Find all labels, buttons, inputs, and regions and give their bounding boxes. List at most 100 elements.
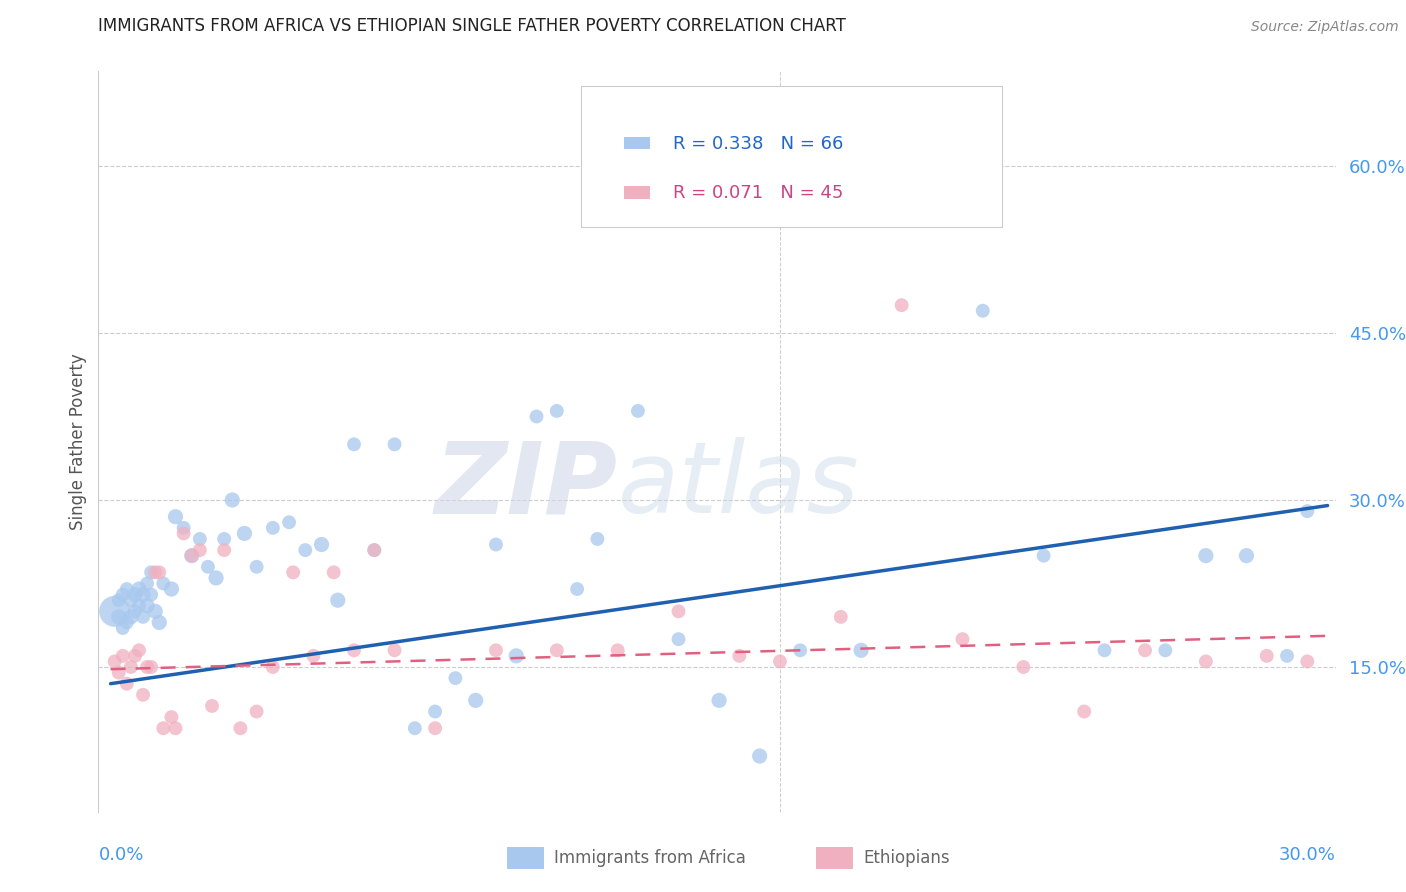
Point [1296,504,1319,518]
Point [1073,705,1095,719]
Text: 30.0%: 30.0% [1279,846,1336,863]
Point [668,632,690,647]
Point [212,532,235,546]
Point [707,693,730,707]
Text: Source: ZipAtlas.com: Source: ZipAtlas.com [1251,21,1399,34]
Text: ZIP: ZIP [434,437,619,534]
Point [221,493,243,508]
Point [107,593,129,607]
Point [141,566,163,580]
Point [1012,660,1035,674]
Point [128,582,150,596]
Point [128,599,150,613]
Point [115,676,138,690]
Point [205,571,228,585]
Point [160,710,183,724]
Point [132,588,155,602]
Point [322,566,344,580]
Point [1094,643,1116,657]
Point [464,693,486,707]
Point [302,648,325,663]
Text: Immigrants from Africa: Immigrants from Africa [554,848,745,867]
Point [111,588,134,602]
Point [124,588,146,602]
Point [124,648,146,663]
Point [294,543,316,558]
Point [107,665,129,680]
Point [278,515,301,529]
Point [748,749,770,764]
Point [107,610,129,624]
Point [627,404,650,418]
Point [136,660,159,674]
Point [363,543,385,558]
Point [404,721,426,735]
Point [1133,643,1156,657]
Point [526,409,548,424]
Point [952,632,974,647]
Point [246,705,269,719]
Point [789,643,811,657]
Point [485,643,508,657]
Point [143,566,166,580]
Point [188,532,211,546]
Point [1154,643,1177,657]
Point [485,537,508,551]
Point [111,648,134,663]
Point [262,660,284,674]
Point [152,576,174,591]
Point [1296,655,1319,669]
Point [565,582,588,596]
Point [384,643,406,657]
Point [141,588,163,602]
Point [546,643,568,657]
Point [188,543,211,558]
Point [343,437,366,451]
Point [120,610,142,624]
Point [546,404,568,418]
Point [148,566,170,580]
Point [728,648,751,663]
Point [128,643,150,657]
Point [1195,549,1218,563]
Point [115,582,138,596]
Point [201,698,224,713]
Point [911,170,934,185]
Point [173,526,195,541]
Point [606,643,628,657]
Point [1195,655,1218,669]
Point [281,566,304,580]
Point [197,559,219,574]
Point [152,721,174,735]
Point [141,660,163,674]
FancyBboxPatch shape [624,186,650,199]
Point [384,437,406,451]
Point [233,526,256,541]
Point [124,604,146,618]
Point [173,521,195,535]
Point [363,543,385,558]
Point [1236,549,1258,563]
Point [180,549,202,563]
FancyBboxPatch shape [581,87,1001,227]
Point [143,604,166,618]
Point [972,303,994,318]
Point [668,604,690,618]
Point [343,643,366,657]
Text: R = 0.338   N = 66: R = 0.338 N = 66 [672,135,842,153]
Point [111,621,134,635]
Point [830,610,852,624]
Point [849,643,872,657]
Point [246,559,269,574]
Point [423,721,446,735]
Point [136,576,159,591]
Point [326,593,349,607]
Point [165,721,187,735]
Text: R = 0.071   N = 45: R = 0.071 N = 45 [672,184,842,202]
Point [104,604,127,618]
Point [120,593,142,607]
Point [769,655,792,669]
Point [423,705,446,719]
FancyBboxPatch shape [815,847,853,869]
Point [586,532,609,546]
